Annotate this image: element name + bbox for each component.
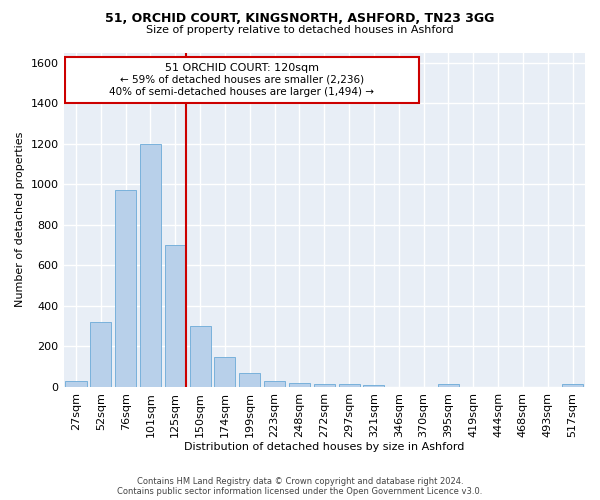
Bar (264, 381, 285, 387)
Y-axis label: Number of detached properties: Number of detached properties (15, 132, 25, 308)
Bar (115, 190, 136, 387)
Bar (165, 245, 186, 387)
Text: ← 59% of detached houses are smaller (2,236): ← 59% of detached houses are smaller (2,… (119, 75, 364, 85)
Bar (239, 373, 260, 387)
FancyBboxPatch shape (65, 56, 419, 103)
Bar (90, 322, 112, 387)
Text: 51 ORCHID COURT: 120sqm: 51 ORCHID COURT: 120sqm (165, 63, 319, 73)
Bar (140, 144, 161, 387)
Bar (314, 384, 335, 387)
Bar (65, 381, 86, 387)
Bar (338, 384, 359, 387)
Text: 40% of semi-detached houses are larger (1,494) →: 40% of semi-detached houses are larger (… (109, 86, 374, 97)
X-axis label: Distribution of detached houses by size in Ashford: Distribution of detached houses by size … (184, 442, 464, 452)
Bar (364, 385, 385, 387)
Bar (214, 356, 235, 387)
Text: Size of property relative to detached houses in Ashford: Size of property relative to detached ho… (146, 25, 454, 35)
Bar (190, 326, 211, 387)
Bar (562, 384, 583, 387)
Text: 51, ORCHID COURT, KINGSNORTH, ASHFORD, TN23 3GG: 51, ORCHID COURT, KINGSNORTH, ASHFORD, T… (106, 12, 494, 24)
Bar (289, 383, 310, 387)
Text: Contains HM Land Registry data © Crown copyright and database right 2024.
Contai: Contains HM Land Registry data © Crown c… (118, 476, 482, 496)
Bar (438, 384, 459, 387)
